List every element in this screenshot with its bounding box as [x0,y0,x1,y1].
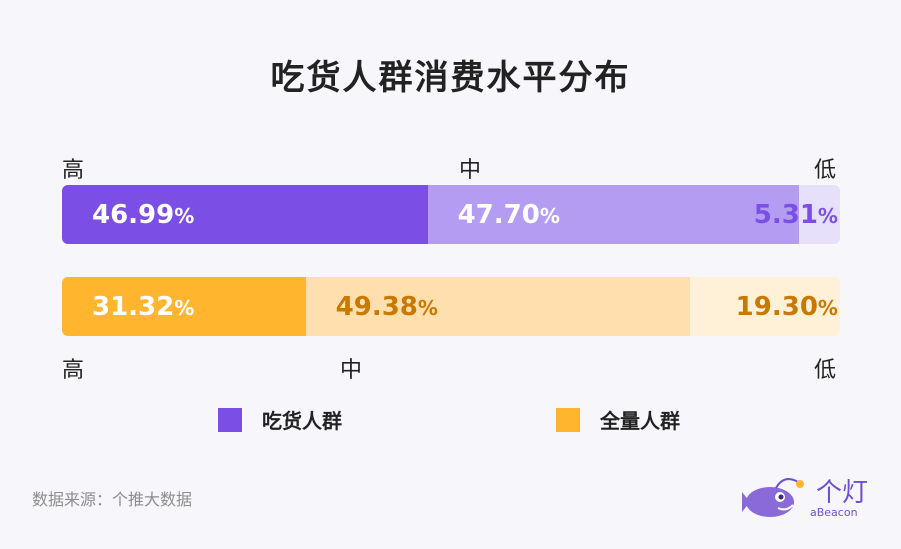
legend-swatch-all-users [556,407,580,432]
data-label: 47.70% [458,200,560,230]
legend-swatch-foodie [218,407,242,432]
brand-name-en: aBeacon [810,506,858,519]
level-label-low-top: 低 [814,158,837,183]
data-label-unit: % [417,295,438,320]
data-label-value: 5.31 [753,199,818,230]
level-label-low-bottom: 低 [814,358,837,383]
data-label-unit: % [174,295,195,320]
data-label: 19.30% [736,292,838,322]
data-label-unit: % [817,295,838,320]
level-label-mid-top: 中 [459,158,482,183]
data-label-unit: % [174,203,195,228]
data-label-value: 49.38 [335,291,418,322]
chart-title: 吃货人群消费水平分布 [270,58,631,98]
data-label-value: 47.70 [457,199,540,230]
data-label: 31.32% [92,292,194,322]
bar-segment-mid: 49.38% [305,277,690,336]
anglerfish-icon [742,478,804,517]
bar-foodie: 46.99% 47.70% 5.31% [62,185,840,244]
data-label-value: 19.30 [735,291,818,322]
legend-item-all-users: 全量人群 [556,405,680,434]
bar-segment-high: 31.32% [62,277,306,336]
data-label-unit: % [817,203,838,228]
legend-label-foodie: 吃货人群 [262,409,342,433]
level-label-high-top: 高 [62,158,85,183]
data-label: 46.99% [92,200,194,230]
level-label-mid-bottom: 中 [340,358,363,383]
data-label: 49.38% [336,292,438,322]
data-label-value: 46.99 [92,199,175,230]
brand-name-cn: 个灯 [816,478,869,508]
brand-logo: 个灯 aBeacon [740,472,875,522]
bar-segment-high: 46.99% [62,185,428,244]
bar-segment-low: 19.30% [689,277,840,336]
legend-item-foodie: 吃货人群 [218,405,342,434]
bar-all-users: 31.32% 49.38% 19.30% [62,277,840,336]
data-label-value: 31.32 [92,291,175,322]
legend-label-all-users: 全量人群 [600,409,680,433]
bar-segment-mid: 47.70% [427,185,799,244]
bar-segment-low: 5.31% [754,185,840,244]
data-label-unit: % [539,203,560,228]
data-label: 5.31% [754,200,838,230]
data-source: 数据来源：个推大数据 [32,490,193,509]
level-label-high-bottom: 高 [62,358,85,383]
